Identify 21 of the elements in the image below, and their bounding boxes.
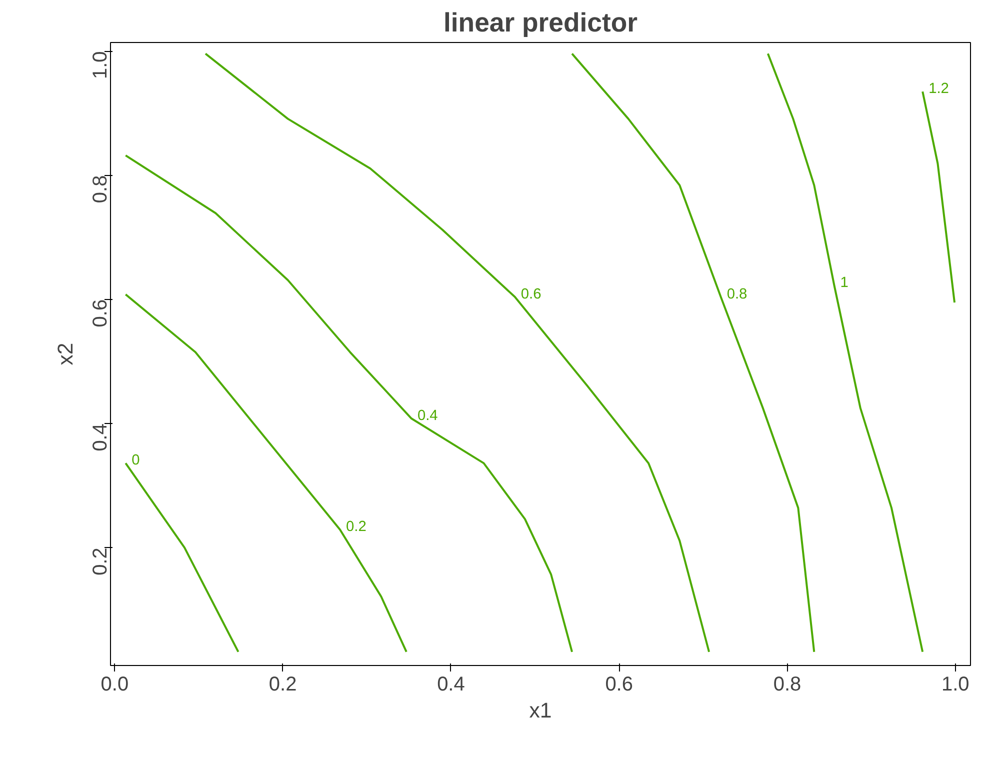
series-label: 0.8 [726, 286, 748, 302]
x-tick-label: 0.8 [773, 674, 802, 696]
series-label: 1 [840, 275, 848, 292]
series-label: 0.4 [417, 408, 438, 424]
y-tick-label: 0.6 [90, 299, 112, 328]
series-label: 1.2 [928, 81, 949, 98]
x-axis-title: x1 [529, 698, 552, 722]
chart-title: linear predictor [443, 8, 638, 38]
x-tick-label: 1.0 [941, 674, 970, 696]
x-tick-label: 0.4 [437, 674, 465, 696]
x-tick-label: 0.2 [268, 674, 297, 696]
y-tick-label: 0.8 [90, 175, 112, 204]
series-label: 0 [132, 452, 140, 469]
series-label: 0.2 [346, 519, 366, 536]
x-tick-label: 0.0 [100, 674, 129, 696]
y-axis-title: x2 [54, 342, 78, 366]
series-label: 0.6 [520, 286, 542, 302]
y-tick-label: 1.0 [90, 51, 112, 79]
x-tick-label: 0.6 [605, 674, 634, 696]
y-tick-label: 0.2 [90, 548, 112, 576]
y-tick-label: 0.4 [90, 423, 112, 452]
